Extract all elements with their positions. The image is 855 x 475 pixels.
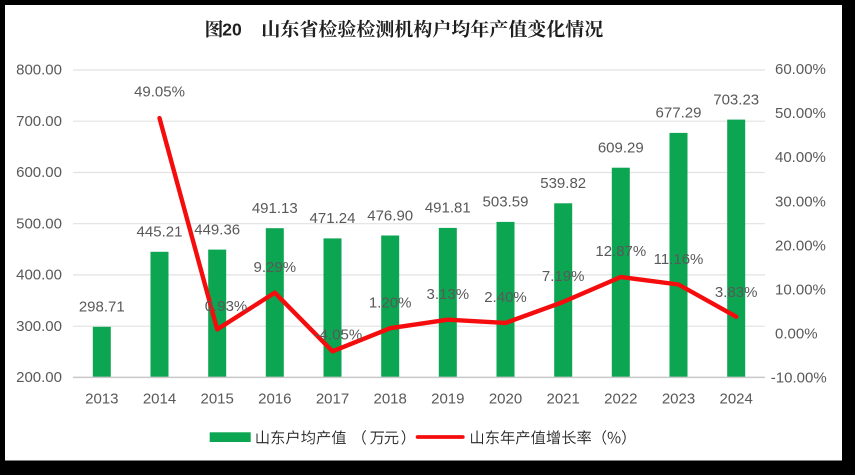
svg-text:11.16%: 11.16%	[654, 251, 704, 268]
svg-text:2018: 2018	[374, 390, 407, 407]
svg-text:2015: 2015	[201, 390, 234, 407]
svg-text:40.00%: 40.00%	[775, 149, 826, 166]
svg-text:2024: 2024	[720, 390, 753, 407]
svg-text:9.29%: 9.29%	[254, 259, 297, 276]
svg-text:2017: 2017	[316, 390, 349, 407]
svg-text:539.82: 539.82	[540, 175, 586, 192]
svg-text:2016: 2016	[258, 390, 291, 407]
svg-text:20: 20	[222, 19, 242, 39]
svg-text:0.00%: 0.00%	[775, 326, 818, 343]
svg-text:600.00: 600.00	[16, 164, 62, 181]
svg-text:2023: 2023	[662, 390, 695, 407]
svg-text:609.29: 609.29	[598, 140, 644, 157]
svg-text:491.81: 491.81	[425, 200, 471, 217]
svg-text:2020: 2020	[489, 390, 522, 407]
svg-text:7.19%: 7.19%	[542, 268, 585, 285]
svg-text:2013: 2013	[85, 390, 118, 407]
svg-text:3.83%: 3.83%	[715, 284, 758, 301]
svg-text:12.87%: 12.87%	[595, 243, 646, 260]
svg-text:60.00%: 60.00%	[775, 61, 826, 78]
svg-text:3.13%: 3.13%	[427, 286, 470, 303]
svg-text:445.21: 445.21	[137, 224, 183, 241]
svg-text:49.05%: 49.05%	[134, 83, 185, 100]
svg-text:500.00: 500.00	[16, 215, 62, 232]
svg-text:700.00: 700.00	[16, 113, 62, 130]
svg-text:2022: 2022	[604, 390, 637, 407]
svg-text:30.00%: 30.00%	[775, 193, 826, 210]
svg-text:800.00: 800.00	[16, 62, 62, 79]
svg-text:2019: 2019	[431, 390, 464, 407]
svg-text:491.13: 491.13	[252, 200, 298, 217]
svg-text:2021: 2021	[547, 390, 580, 407]
svg-text:-10.00%: -10.00%	[771, 370, 827, 387]
svg-text:2.40%: 2.40%	[484, 289, 527, 306]
svg-text:0.93%: 0.93%	[205, 298, 248, 315]
svg-text:400.00: 400.00	[16, 267, 62, 284]
svg-text:10.00%: 10.00%	[775, 281, 826, 298]
svg-text:200.00: 200.00	[16, 369, 62, 386]
svg-text:298.71: 298.71	[79, 299, 125, 316]
svg-text:300.00: 300.00	[16, 318, 62, 335]
svg-text:50.00%: 50.00%	[775, 105, 826, 122]
svg-text:471.24: 471.24	[310, 210, 356, 227]
svg-text:677.29: 677.29	[656, 105, 702, 122]
svg-text:476.90: 476.90	[367, 207, 413, 224]
svg-text:2014: 2014	[143, 390, 176, 407]
svg-text:503.59: 503.59	[483, 194, 529, 211]
svg-text:1.20%: 1.20%	[369, 295, 412, 312]
svg-text:20.00%: 20.00%	[775, 237, 826, 254]
svg-text:703.23: 703.23	[713, 91, 759, 108]
svg-text:-4.05%: -4.05%	[315, 326, 363, 343]
svg-text:449.36: 449.36	[194, 221, 240, 238]
